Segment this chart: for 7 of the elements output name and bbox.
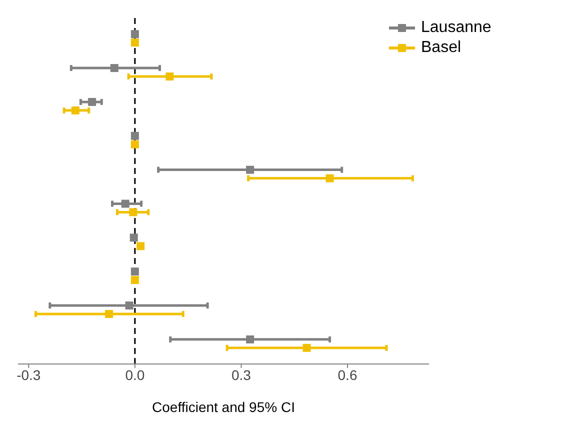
legend-label: Lausanne: [421, 18, 492, 38]
x-tick-label: -0.3: [16, 366, 41, 383]
x-tick-label: 0.3: [231, 366, 252, 383]
x-tick-label: 0.0: [125, 366, 145, 383]
x-axis-title: Coefficient and 95% CI: [152, 398, 295, 415]
legend-label: Basel: [421, 38, 462, 58]
x-tick-label: 0.6: [338, 366, 358, 383]
